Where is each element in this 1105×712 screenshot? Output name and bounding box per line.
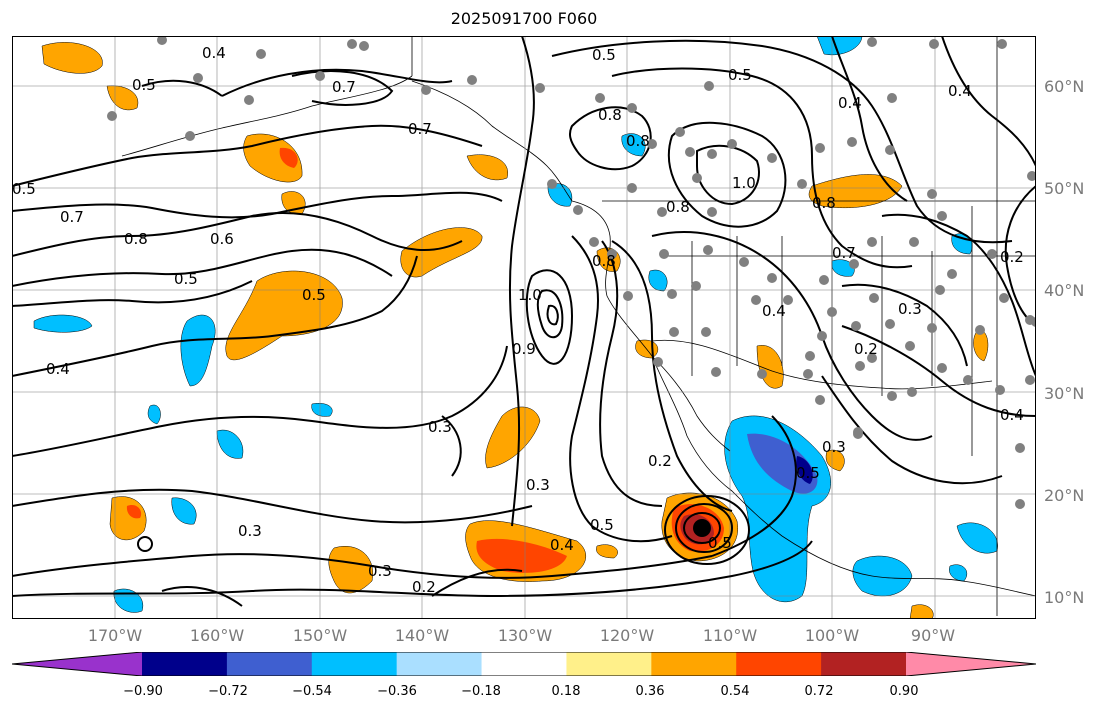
- contour-label: 0.5: [796, 464, 820, 482]
- contour-label: 0.4: [46, 360, 70, 378]
- lon-label: 120°W: [599, 626, 655, 645]
- colorbar-tick: −0.54: [292, 684, 332, 699]
- pwat-contours: [12, 36, 1036, 607]
- contour-label: 0.9: [512, 340, 536, 358]
- contour-label: 0.7: [60, 208, 84, 226]
- contour-label: 0.7: [332, 78, 356, 96]
- colorbar-tick: 0.18: [551, 684, 581, 699]
- contour-label: 0.4: [1000, 406, 1024, 424]
- colorbar-bin: [906, 652, 1036, 676]
- colorbar-tick: 0.54: [720, 684, 750, 699]
- contour-label: 0.2: [854, 340, 878, 358]
- colorbar-tick: 0.90: [889, 684, 919, 699]
- contour-label: 0.3: [428, 418, 452, 436]
- colorbar-bin: [736, 652, 822, 676]
- colorbar-bin: [311, 652, 398, 676]
- colorbar-bin: [12, 652, 142, 676]
- colorbar-bin: [566, 652, 652, 676]
- contour-label: 0.3: [368, 562, 392, 580]
- contour-label: 0.5: [708, 534, 732, 552]
- contour-label: 0.5: [728, 66, 752, 84]
- contour-label: 1.0: [518, 286, 542, 304]
- contour-label: 0.5: [132, 76, 156, 94]
- contour-label: 0.8: [598, 106, 622, 124]
- contour-label: 0.6: [210, 230, 234, 248]
- contour-label: 0.5: [592, 46, 616, 64]
- contour-label: 0.8: [666, 198, 690, 216]
- lat-label: 30°N: [1044, 384, 1085, 403]
- contour-label: 0.8: [124, 230, 148, 248]
- contour-label: 0.3: [822, 438, 846, 456]
- map-svg: 0.4 0.5 0.7 0.5 0.7 0.8 0.6 0.5 0.4 0.5 …: [12, 36, 1036, 619]
- lon-label: 160°W: [189, 626, 245, 645]
- colorbar-bin: [651, 652, 737, 676]
- colorbar-bin: [396, 652, 483, 676]
- contour-label: 0.4: [762, 302, 786, 320]
- lon-label: 100°W: [804, 626, 860, 645]
- contour-label: 0.5: [590, 516, 614, 534]
- contour-label: 0.7: [408, 120, 432, 138]
- lat-label: 50°N: [1044, 179, 1085, 198]
- contour-label: 0.8: [592, 252, 616, 270]
- map-title: 2025091700 F060: [450, 9, 598, 28]
- gridlines: [12, 36, 1036, 619]
- colorbar-bin: [481, 652, 567, 676]
- colorbar-tick: −0.72: [208, 684, 248, 699]
- contour-label: 0.4: [838, 94, 862, 112]
- contour-label: 0.3: [898, 300, 922, 318]
- colorbar-tick: 0.36: [635, 684, 665, 699]
- lon-label: 110°W: [702, 626, 758, 645]
- lon-label: 170°W: [87, 626, 143, 645]
- lat-label: 40°N: [1044, 281, 1085, 300]
- station-markers: [107, 36, 1036, 509]
- contour-label: 0.3: [526, 476, 550, 494]
- lat-label: 10°N: [1044, 588, 1085, 607]
- map-panel: 0.4 0.5 0.7 0.5 0.7 0.8 0.6 0.5 0.4 0.5 …: [12, 36, 1036, 619]
- contour-label: 0.8: [812, 194, 836, 212]
- contour-label: 0.2: [412, 578, 436, 596]
- contour-label: 1.0: [732, 174, 756, 192]
- coastlines: [121, 36, 1036, 616]
- lat-label: 60°N: [1044, 77, 1085, 96]
- contour-label: 0.2: [648, 452, 672, 470]
- lon-label: 130°W: [497, 626, 553, 645]
- colorbar-bin: [821, 652, 907, 676]
- colorbar-bin: [226, 652, 313, 676]
- contour-label: 0.8: [626, 132, 650, 150]
- contour-label: 0.7: [832, 244, 856, 262]
- lon-label: 140°W: [394, 626, 450, 645]
- lon-label: 150°W: [292, 626, 348, 645]
- colorbar-tick: 0.72: [804, 684, 834, 699]
- storm-center: [137, 495, 750, 565]
- contour-label: 0.5: [12, 180, 36, 198]
- contour-labels: 0.4 0.5 0.7 0.5 0.7 0.8 0.6 0.5 0.4 0.5 …: [12, 44, 1024, 596]
- contour-label: 0.4: [202, 44, 226, 62]
- lat-label: 20°N: [1044, 486, 1085, 505]
- lon-label: 90°W: [910, 626, 956, 645]
- colorbar-tick: −0.90: [123, 684, 163, 699]
- contour-label: 0.3: [238, 522, 262, 540]
- contour-label: 0.5: [302, 286, 326, 304]
- contour-label: 0.4: [550, 536, 574, 554]
- colorbar-bins: [12, 652, 1036, 676]
- colorbar-tick: −0.36: [377, 684, 417, 699]
- colorbar-tick: −0.18: [461, 684, 501, 699]
- colorbar-bin: [142, 652, 228, 676]
- contour-label: 0.5: [174, 270, 198, 288]
- contour-label: 0.2: [1000, 248, 1024, 266]
- contour-label: 0.4: [948, 82, 972, 100]
- colorbar: [12, 652, 1036, 676]
